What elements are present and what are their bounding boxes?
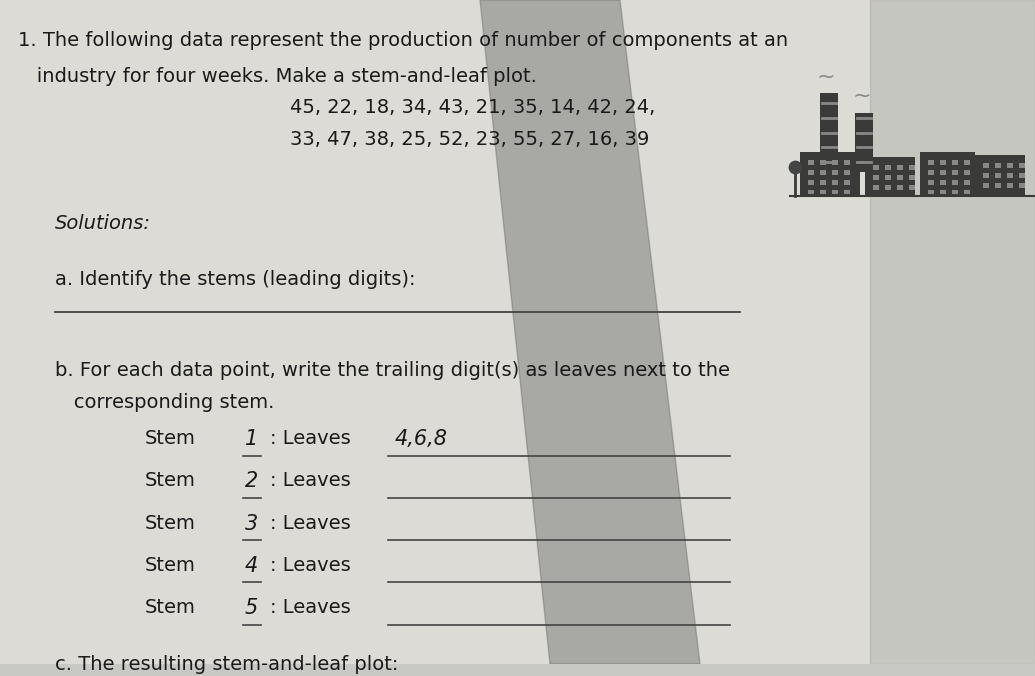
- Bar: [832, 180, 838, 185]
- Text: Stem: Stem: [145, 429, 196, 448]
- Text: b. For each data point, write the trailing digit(s) as leaves next to the: b. For each data point, write the traili…: [55, 362, 730, 381]
- Bar: [952, 180, 958, 185]
- Text: 33, 47, 38, 25, 52, 23, 55, 27, 16, 39: 33, 47, 38, 25, 52, 23, 55, 27, 16, 39: [290, 130, 649, 149]
- Text: 2: 2: [245, 471, 259, 491]
- Text: 1: 1: [245, 429, 259, 449]
- Text: 3: 3: [245, 514, 259, 533]
- Bar: [897, 185, 903, 189]
- Text: c. The resulting stem-and-leaf plot:: c. The resulting stem-and-leaf plot:: [55, 655, 398, 674]
- Text: : Leaves: : Leaves: [270, 429, 351, 448]
- Text: 45, 22, 18, 34, 43, 21, 35, 14, 42, 24,: 45, 22, 18, 34, 43, 21, 35, 14, 42, 24,: [290, 98, 655, 117]
- Point: [787, 162, 803, 172]
- Bar: [885, 185, 891, 189]
- Bar: [800, 152, 860, 197]
- Bar: [873, 165, 879, 170]
- Bar: [995, 183, 1001, 187]
- Bar: [820, 93, 838, 172]
- Polygon shape: [870, 0, 1035, 664]
- Bar: [832, 170, 838, 175]
- Bar: [983, 173, 989, 178]
- Text: Stem: Stem: [145, 514, 196, 533]
- Text: 5: 5: [245, 598, 259, 618]
- Bar: [820, 160, 826, 165]
- Text: Stem: Stem: [145, 556, 196, 575]
- Bar: [844, 189, 850, 195]
- Bar: [808, 189, 814, 195]
- Text: Stem: Stem: [145, 598, 196, 617]
- Text: : Leaves: : Leaves: [270, 556, 351, 575]
- Bar: [1019, 173, 1025, 178]
- Bar: [844, 180, 850, 185]
- Bar: [1007, 163, 1013, 168]
- Text: Stem: Stem: [145, 471, 196, 490]
- Bar: [832, 160, 838, 165]
- Text: a. Identify the stems (leading digits):: a. Identify the stems (leading digits):: [55, 270, 415, 289]
- Bar: [1019, 183, 1025, 187]
- Text: Solutions:: Solutions:: [55, 214, 151, 233]
- Bar: [909, 175, 915, 180]
- Bar: [865, 157, 915, 197]
- Text: 4,6,8: 4,6,8: [395, 429, 448, 449]
- Bar: [808, 170, 814, 175]
- Text: : Leaves: : Leaves: [270, 598, 351, 617]
- Bar: [928, 180, 934, 185]
- Bar: [1019, 163, 1025, 168]
- Bar: [873, 185, 879, 189]
- Bar: [909, 165, 915, 170]
- Bar: [808, 180, 814, 185]
- Bar: [855, 113, 873, 172]
- Bar: [983, 163, 989, 168]
- Bar: [844, 170, 850, 175]
- Bar: [964, 180, 970, 185]
- Bar: [820, 170, 826, 175]
- Bar: [964, 170, 970, 175]
- Bar: [940, 189, 946, 195]
- Bar: [844, 160, 850, 165]
- Bar: [940, 170, 946, 175]
- Bar: [820, 180, 826, 185]
- Polygon shape: [480, 0, 700, 664]
- Bar: [964, 189, 970, 195]
- Text: : Leaves: : Leaves: [270, 471, 351, 490]
- Bar: [940, 160, 946, 165]
- Bar: [885, 165, 891, 170]
- Bar: [820, 189, 826, 195]
- Text: ~: ~: [853, 86, 871, 106]
- Bar: [897, 165, 903, 170]
- Bar: [952, 170, 958, 175]
- Bar: [975, 155, 1025, 197]
- Bar: [964, 160, 970, 165]
- Text: 1. The following data represent the production of number of components at an: 1. The following data represent the prod…: [18, 31, 788, 51]
- Bar: [995, 173, 1001, 178]
- Bar: [885, 175, 891, 180]
- Bar: [952, 160, 958, 165]
- Bar: [1007, 183, 1013, 187]
- Bar: [920, 152, 975, 197]
- Bar: [928, 189, 934, 195]
- Bar: [995, 163, 1001, 168]
- Text: industry for four weeks. Make a stem-and-leaf plot.: industry for four weeks. Make a stem-and…: [18, 67, 537, 86]
- Bar: [928, 170, 934, 175]
- Bar: [808, 160, 814, 165]
- Bar: [940, 180, 946, 185]
- Bar: [832, 189, 838, 195]
- Bar: [983, 183, 989, 187]
- Text: 4: 4: [245, 556, 259, 576]
- Bar: [897, 175, 903, 180]
- Text: ~: ~: [817, 66, 835, 87]
- Bar: [952, 189, 958, 195]
- Bar: [909, 185, 915, 189]
- Text: corresponding stem.: corresponding stem.: [55, 393, 274, 412]
- Bar: [873, 175, 879, 180]
- Bar: [1007, 173, 1013, 178]
- Text: : Leaves: : Leaves: [270, 514, 351, 533]
- Bar: [928, 160, 934, 165]
